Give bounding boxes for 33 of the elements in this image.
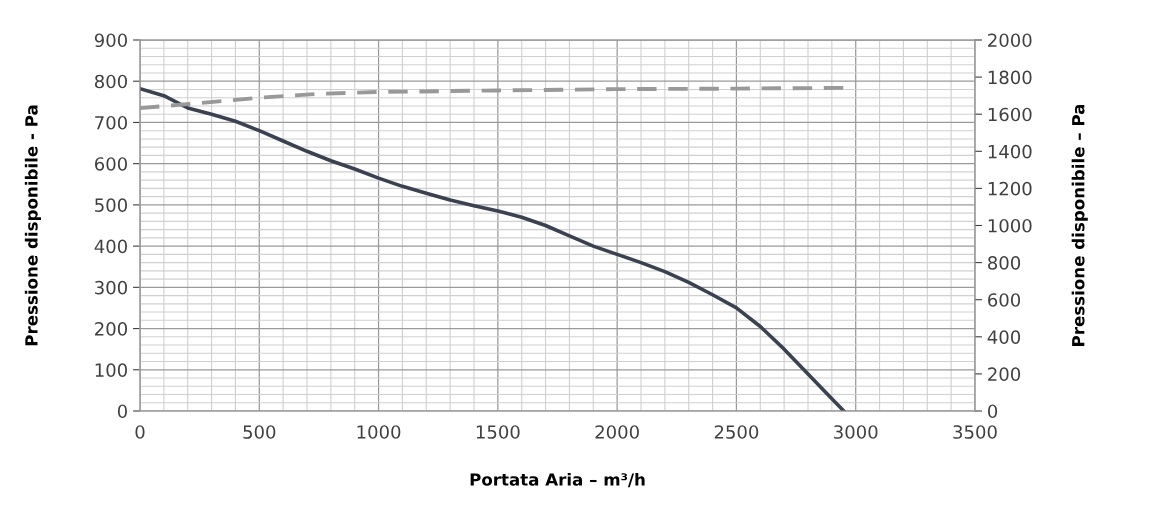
y2-tick-label: 1200	[988, 181, 1032, 196]
x-tick-label: 1000	[357, 425, 401, 439]
y-tick-label: 700	[95, 115, 127, 130]
y2-tick-label: 400	[987, 330, 1021, 344]
y-tick-label: 200	[95, 322, 127, 336]
y2-tick-label: 1400	[988, 144, 1032, 159]
y-tick-label: 800	[94, 74, 127, 89]
y2-tick-label: 800	[988, 256, 1021, 270]
y2-tick-label: 0	[988, 404, 998, 419]
x-tick-label: 2500	[714, 425, 759, 439]
x-axis-title: Portata Aria – m³/h	[470, 472, 645, 488]
y-tick-label: 100	[95, 363, 127, 377]
y-tick-label: 300	[95, 280, 127, 295]
y-tick-label: 500	[95, 198, 127, 213]
y2-tick-label: 1600	[988, 107, 1032, 122]
x-tick-label: 500	[243, 425, 276, 439]
x-tick-label: 3000	[834, 425, 878, 439]
y2-tick-label: 1000	[988, 218, 1032, 233]
y2-tick-label: 600	[988, 293, 1021, 307]
x-tick-label: 2000	[595, 425, 639, 439]
y2-tick-label: 2000	[988, 33, 1032, 48]
y-tick-label: 0	[117, 404, 127, 419]
x-tick-label: 0	[135, 425, 145, 439]
y-tick-label: 400	[94, 239, 127, 254]
y-axis-title: Pressione disponibile - Pa	[24, 105, 41, 346]
y2-axis-title: Pressione disponibile – Pa	[1071, 104, 1088, 346]
y2-tick-label: 1800	[988, 70, 1032, 85]
line-series	[140, 86, 846, 411]
y-tick-label: 900	[94, 33, 127, 48]
y2-tick-label: 200	[988, 367, 1021, 382]
y-tick-label: 600	[94, 157, 127, 171]
x-tick-label: 1500	[476, 425, 520, 439]
x-tick-label: 3500	[953, 425, 997, 439]
